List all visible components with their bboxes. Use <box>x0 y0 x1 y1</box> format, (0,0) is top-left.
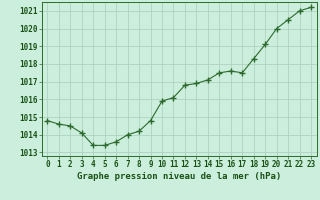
X-axis label: Graphe pression niveau de la mer (hPa): Graphe pression niveau de la mer (hPa) <box>77 172 281 181</box>
